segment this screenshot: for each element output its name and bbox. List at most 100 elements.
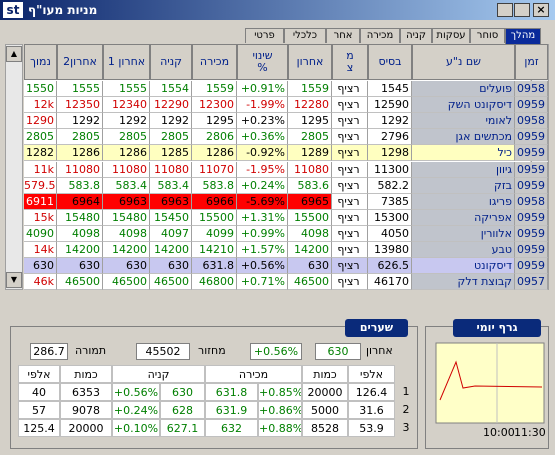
quotes-cell: 631.9 — [205, 401, 258, 419]
table-cell: 4099 — [192, 225, 237, 242]
table-cell: 15480 — [57, 209, 103, 226]
tab[interactable]: אחר — [326, 28, 360, 43]
table-cell: 11080 — [150, 161, 192, 178]
table-cell: 6964 — [57, 193, 103, 210]
table-cell: +0.56% — [237, 258, 288, 275]
row-number: 1 — [402, 385, 410, 398]
table-cell: 4098 — [57, 225, 103, 242]
table-cell: 11k — [24, 161, 57, 178]
table-cell: 2806 — [192, 129, 237, 146]
tab[interactable]: עסקות — [432, 28, 470, 43]
quotes-cell: 627.1 — [160, 419, 205, 437]
column-header: אחרון2 — [57, 44, 103, 80]
table-cell: פריגו — [412, 193, 515, 210]
quotes-cell: 31.6 — [348, 401, 395, 419]
scrollbar[interactable] — [5, 44, 23, 290]
table-cell: 630 — [57, 258, 103, 275]
tab[interactable]: כלכלי — [284, 28, 326, 43]
table-cell: 13980 — [368, 242, 412, 259]
table-cell: 6965 — [288, 193, 332, 210]
change-value: +0.56% — [250, 343, 302, 360]
table-cell: 4090 — [24, 225, 57, 242]
table-cell: 0959 — [515, 145, 548, 162]
table-cell: טבע — [412, 242, 515, 259]
table-cell: 1295 — [192, 113, 237, 130]
table-cell: 46500 — [288, 274, 332, 291]
quotes-header: מכירה — [205, 365, 302, 383]
table-cell: 14200 — [57, 242, 103, 259]
table-cell: 583.8 — [57, 177, 103, 194]
time-label: 11:30 — [514, 426, 546, 439]
column-header: בסיס — [368, 44, 412, 80]
tab[interactable]: קניה — [400, 28, 432, 43]
table-cell: 2805 — [57, 129, 103, 146]
table-cell: רציף — [332, 242, 368, 259]
table-cell: 6911 — [24, 193, 57, 210]
table-cell: 46k — [24, 274, 57, 291]
table-cell: 583.4 — [150, 177, 192, 194]
table-cell: 1292 — [150, 113, 192, 130]
quotes-cell: +0.56% — [112, 383, 160, 401]
daily-graph: 10:00 11:30 — [435, 342, 546, 439]
column-header: אחרון 1 — [103, 44, 150, 80]
table-cell: -0.92% — [237, 145, 288, 162]
quotes-header: כמות — [60, 365, 112, 383]
table-cell: 626.5 — [368, 258, 412, 275]
table-cell: אלוורין — [412, 225, 515, 242]
table-cell: רציף — [332, 225, 368, 242]
tab[interactable]: סוחר — [470, 28, 505, 43]
quotes-cell: +0.24% — [112, 401, 160, 419]
table-cell: 4098 — [288, 225, 332, 242]
tab[interactable]: מכירה — [360, 28, 400, 43]
table-cell: 631.8 — [192, 258, 237, 275]
table-cell: 46500 — [57, 274, 103, 291]
table-cell: 1555 — [103, 81, 150, 98]
table-cell: 579.5 — [24, 177, 57, 194]
scroll-down[interactable]: ▼ — [6, 272, 22, 288]
quotes-header: אלפי ש"ח — [348, 365, 395, 383]
table-cell: 2805 — [103, 129, 150, 146]
table-cell: רציף — [332, 145, 368, 162]
table-cell: 12300 — [192, 97, 237, 114]
table-cell: +0.99% — [237, 225, 288, 242]
table-cell: רציף — [332, 274, 368, 291]
table-cell: 1285 — [150, 145, 192, 162]
table-cell: 1290 — [24, 113, 57, 130]
table-cell: 0959 — [515, 129, 548, 146]
row-number: 2 — [402, 403, 410, 416]
table-cell: 12350 — [57, 97, 103, 114]
volume-label: מחזור — [198, 344, 226, 357]
table-cell: -1.95% — [237, 161, 288, 178]
graph-title: גרף יומי — [453, 319, 541, 337]
table-cell: רציף — [332, 177, 368, 194]
table-cell: אפריקה — [412, 209, 515, 226]
close-button[interactable]: × — [533, 3, 549, 17]
quotes-title: שערים — [345, 319, 408, 337]
scroll-up[interactable]: ▲ — [6, 46, 22, 62]
quotes-cell: 630 — [160, 383, 205, 401]
maximize-button[interactable] — [514, 3, 530, 17]
table-cell: +1.31% — [237, 209, 288, 226]
column-header: שינוי % — [237, 44, 288, 80]
table-cell: 46500 — [103, 274, 150, 291]
tab[interactable]: פרטי — [245, 28, 284, 43]
column-header: שם נ"ע — [412, 44, 515, 80]
column-header: מכירה — [192, 44, 237, 80]
table-cell: רציף — [332, 97, 368, 114]
table-cell: 2805 — [150, 129, 192, 146]
table-cell: 4050 — [368, 225, 412, 242]
quotes-header: אלפי ש"ח — [18, 365, 60, 383]
table-cell: 14200 — [150, 242, 192, 259]
table-cell: +0.24% — [237, 177, 288, 194]
tab[interactable]: מהלך — [505, 28, 541, 44]
table-cell: 46500 — [150, 274, 192, 291]
table-cell: רציף — [332, 209, 368, 226]
time-label: 10:00 — [483, 426, 515, 439]
row-number: 3 — [402, 421, 410, 434]
quotes-cell: 40 — [18, 383, 60, 401]
table-cell: 12340 — [103, 97, 150, 114]
quotes-cell: 631.8 — [205, 383, 258, 401]
table-cell: +0.71% — [237, 274, 288, 291]
minimize-button[interactable] — [497, 3, 513, 17]
price-line — [439, 360, 543, 401]
